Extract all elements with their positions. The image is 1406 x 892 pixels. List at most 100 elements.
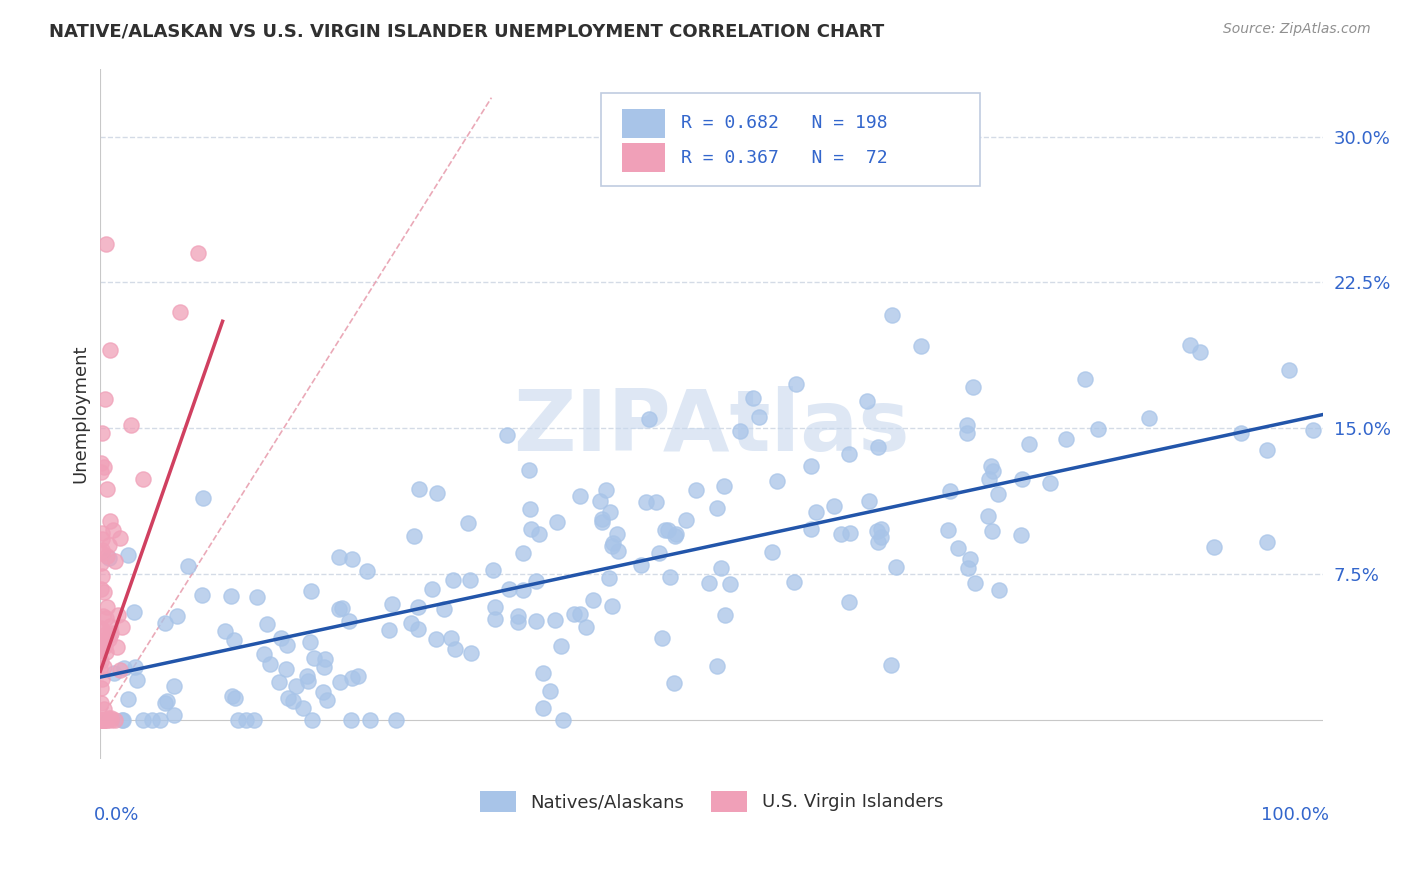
Point	[91, 672, 114, 686]
Point	[401, 615, 423, 630]
Point	[90, 465, 112, 479]
Point	[675, 513, 697, 527]
Point	[104, 713, 127, 727]
Point	[1039, 476, 1062, 491]
Point	[1018, 437, 1040, 451]
Point	[531, 666, 554, 681]
Point	[169, 304, 191, 318]
Point	[91, 713, 114, 727]
Point	[98, 632, 121, 646]
Point	[858, 494, 880, 508]
Point	[645, 494, 668, 508]
Point	[976, 509, 998, 524]
Point	[91, 569, 114, 583]
Point	[956, 417, 979, 432]
Point	[90, 713, 112, 727]
Point	[163, 680, 186, 694]
Point	[977, 472, 1000, 486]
Point	[193, 491, 215, 505]
Point	[100, 625, 122, 640]
Point	[870, 523, 893, 537]
Point	[1087, 422, 1109, 436]
Point	[120, 418, 142, 433]
Point	[93, 713, 115, 727]
Point	[94, 645, 117, 659]
Point	[531, 701, 554, 715]
Point	[425, 632, 447, 646]
Point	[838, 595, 860, 609]
Point	[498, 582, 520, 596]
Point	[89, 713, 111, 727]
Point	[482, 563, 505, 577]
Point	[527, 527, 550, 541]
Point	[600, 599, 623, 614]
Point	[440, 632, 463, 646]
Point	[957, 561, 980, 575]
Point	[277, 691, 299, 706]
Point	[224, 690, 246, 705]
Point	[359, 713, 381, 727]
Point	[506, 615, 529, 629]
Point	[91, 609, 114, 624]
Point	[108, 663, 131, 677]
Point	[90, 638, 112, 652]
Point	[90, 525, 112, 540]
Point	[112, 661, 135, 675]
Point	[657, 523, 679, 537]
Point	[962, 380, 984, 394]
Point	[980, 458, 1002, 473]
Point	[302, 651, 325, 665]
Point	[226, 713, 249, 727]
Point	[132, 713, 155, 727]
Point	[761, 545, 783, 559]
Point	[800, 522, 823, 536]
Point	[1230, 426, 1253, 441]
Point	[458, 573, 481, 587]
Point	[706, 659, 728, 673]
Point	[295, 669, 318, 683]
Point	[965, 575, 987, 590]
Point	[939, 483, 962, 498]
Point	[270, 632, 292, 646]
Point	[93, 632, 115, 647]
Point	[176, 558, 198, 573]
Point	[90, 457, 112, 471]
Point	[89, 621, 111, 635]
Point	[312, 685, 335, 699]
Point	[426, 485, 449, 500]
FancyBboxPatch shape	[623, 109, 665, 137]
Point	[93, 713, 115, 727]
Point	[544, 613, 567, 627]
Point	[866, 524, 889, 538]
Point	[316, 692, 339, 706]
Point	[149, 713, 172, 727]
Point	[91, 545, 114, 559]
Point	[97, 551, 120, 566]
Point	[93, 713, 115, 727]
Point	[983, 464, 1005, 478]
Point	[520, 522, 543, 536]
Point	[519, 502, 541, 516]
Text: 100.0%: 100.0%	[1261, 805, 1329, 823]
Point	[90, 696, 112, 710]
Point	[214, 624, 236, 639]
Point	[638, 412, 661, 426]
Point	[98, 618, 121, 632]
Point	[346, 669, 368, 683]
Point	[93, 660, 115, 674]
Point	[356, 564, 378, 578]
Point	[90, 640, 112, 655]
Point	[90, 681, 112, 696]
Point	[591, 515, 613, 529]
Point	[538, 683, 561, 698]
Point	[187, 246, 209, 260]
Point	[97, 538, 120, 552]
Point	[783, 574, 806, 589]
Point	[117, 691, 139, 706]
Point	[748, 409, 770, 424]
Point	[276, 638, 298, 652]
Point	[90, 713, 112, 727]
Point	[742, 391, 765, 405]
Point	[697, 575, 720, 590]
Point	[444, 642, 467, 657]
